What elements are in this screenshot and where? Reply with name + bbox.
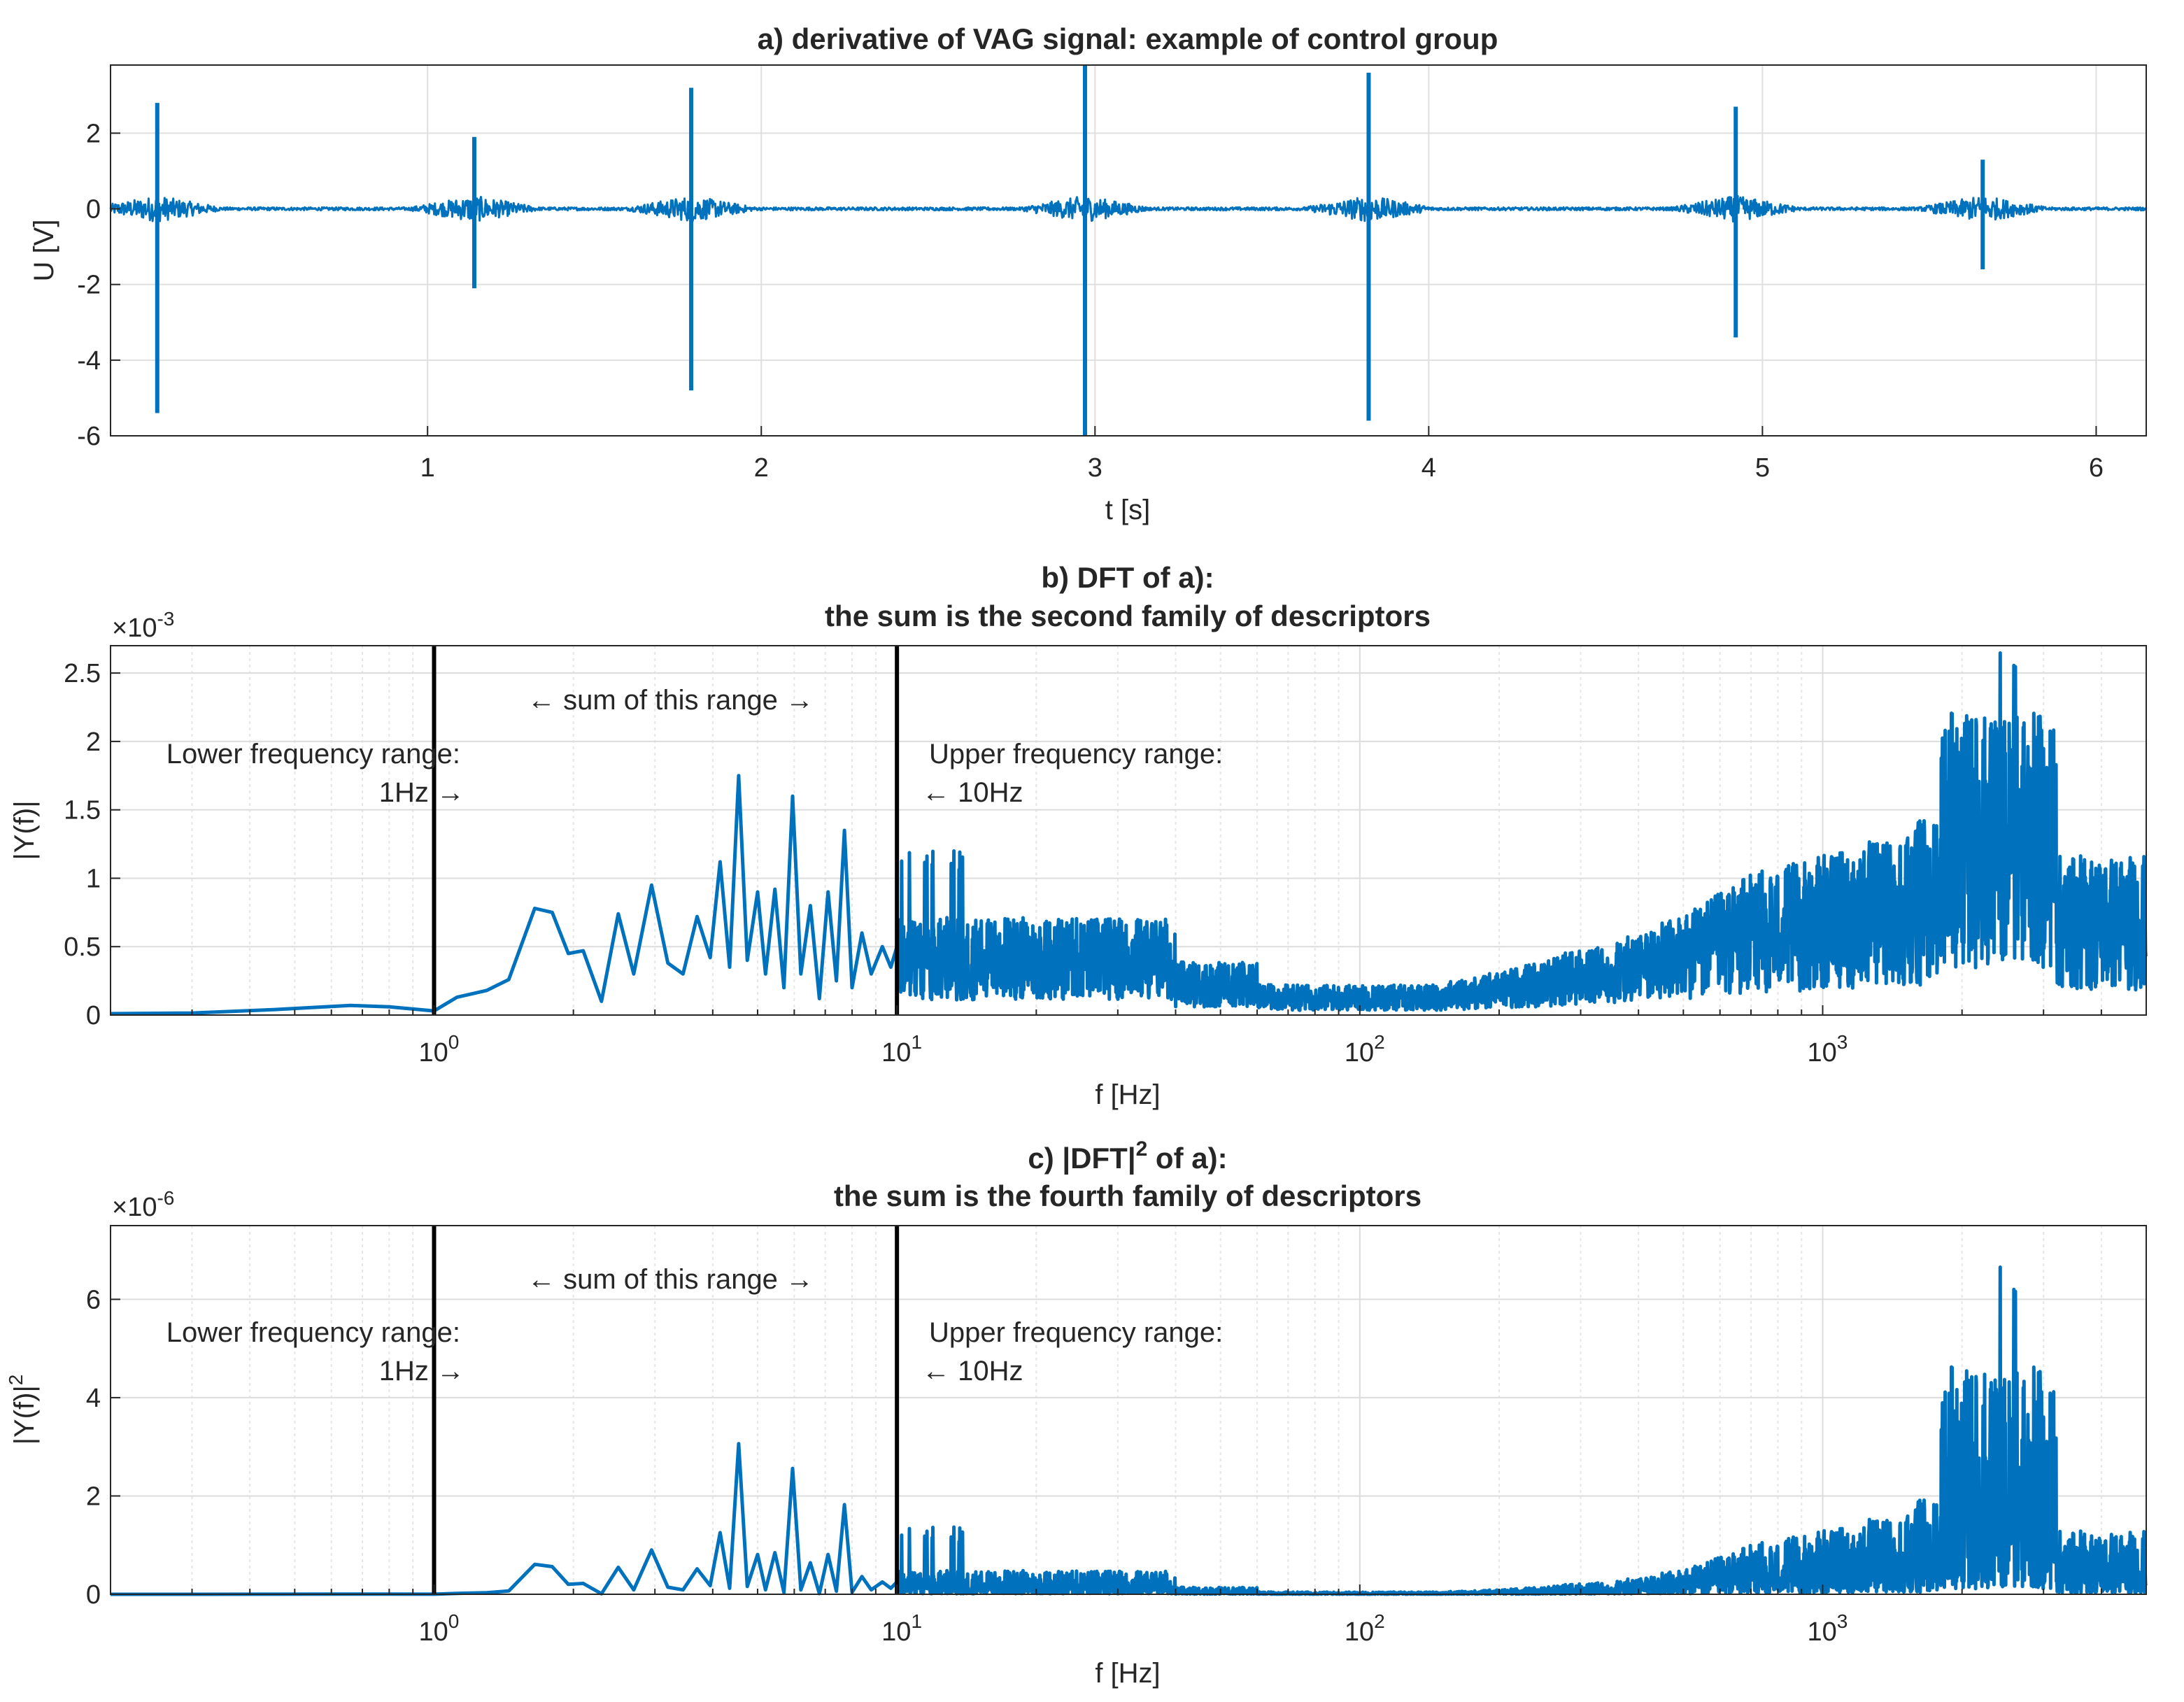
panel-c-x-tick-base: 10 <box>1345 1617 1374 1647</box>
panel-c-title-part-1: c) |DFT| <box>1028 1142 1135 1175</box>
panel-c-range-annotation: ← sum of this range → <box>527 1264 814 1295</box>
panel-c-y-axis-label-base: |Y(f)| <box>9 1385 40 1445</box>
panel-c-y-tick-label: 4 <box>86 1384 101 1413</box>
panel-c-y-axis-label: |Y(f)|2 <box>5 1375 40 1445</box>
panel-c-title-sup: 2 <box>1136 1137 1148 1161</box>
panel-c-x-tick-label: 103 <box>1808 1610 1848 1647</box>
panel-a-frame <box>110 64 2147 437</box>
panel-b-x-tick-base: 10 <box>1345 1038 1374 1068</box>
panel-b-title-line-2: the sum is the second family of descript… <box>825 600 1431 632</box>
panel-c-plot-area <box>111 1226 2146 1594</box>
panel-a-x-tick-label: 4 <box>1421 453 1436 483</box>
panel-b-y-tick-label: 1.5 <box>64 796 101 825</box>
panel-a-title: a) derivative of VAG signal: example of … <box>758 22 1498 55</box>
panel-b-x-tick-base: 10 <box>881 1038 911 1068</box>
panel-b-y-exponent-value: -3 <box>157 608 174 630</box>
panel-b-y-tick-label: 1 <box>86 864 101 893</box>
panel-c-title-part-2: of a): <box>1147 1142 1227 1175</box>
panel-b-x-tick-base: 10 <box>1808 1038 1837 1068</box>
panel-c-x-tick-base: 10 <box>418 1617 448 1647</box>
panel-c-upper-label: Upper frequency range: <box>929 1317 1223 1348</box>
panel-b-y-multiplier: ×10 <box>112 614 157 643</box>
panel-b-x-tick-label: 101 <box>881 1031 922 1068</box>
panel-c-x-tick-base: 10 <box>1808 1617 1837 1647</box>
panel-b-upper-label: Upper frequency range: <box>929 739 1223 770</box>
panel-c-y-axis-label-sup: 2 <box>5 1375 27 1386</box>
panel-c-y-tick-label: 2 <box>86 1482 101 1511</box>
panel-b-lower-value: 1Hz → <box>379 777 465 808</box>
panel-a-y-axis-label: U [V] <box>29 220 59 282</box>
panel-c-y-exponent: ×10-6 <box>112 1187 174 1222</box>
panel-a-x-tick-label: 2 <box>754 453 769 483</box>
panel-c-x-tick-label: 100 <box>418 1610 459 1647</box>
panel-b-x-tick-label: 103 <box>1808 1031 1848 1068</box>
panel-a-y-tick-label: -2 <box>77 271 101 300</box>
panel-c-x-tick-exponent: 3 <box>1837 1610 1848 1632</box>
panel-b-upper-value: ← 10Hz <box>922 777 1023 808</box>
panel-a-y-tick-label: 2 <box>86 119 101 148</box>
panel-b-spectrum-line <box>110 651 2148 1016</box>
panel-c-y-exponent-value: -6 <box>157 1187 174 1209</box>
panel-a-x-tick-label: 5 <box>1755 453 1770 483</box>
panel-b-y-axis-label: |Y(f)| <box>9 800 40 860</box>
panel-c-spectrum-line <box>111 1265 2148 1596</box>
panel-b-x-tick-exponent: 1 <box>911 1031 922 1053</box>
panel-b-frame <box>110 645 2147 1016</box>
panel-a-ticks: 1 2 3 4 5 6 -6 -4 -2 0 2 <box>77 119 2104 483</box>
panel-a-x-axis-label: t [s] <box>1105 495 1150 525</box>
panel-a-y-tick-label: -6 <box>77 422 101 451</box>
panel-b-x-tick-label: 100 <box>418 1031 459 1068</box>
panel-a-plot-area <box>111 65 2146 436</box>
panel-b-x-tick-label: 102 <box>1345 1031 1385 1068</box>
panel-c-lower-label: Lower frequency range: <box>166 1317 460 1348</box>
panel-b-range-annotation: ← sum of this range → <box>527 685 814 716</box>
panel-a-spikes <box>155 65 1985 436</box>
panel-c-y-multiplier: ×10 <box>112 1193 157 1222</box>
panel-c-title-line-2: the sum is the fourth family of descript… <box>834 1179 1421 1212</box>
panel-c-lower-value: 1Hz → <box>379 1356 465 1387</box>
panel-a-y-tick-label: 0 <box>86 195 101 225</box>
panel-c-y-tick-label: 6 <box>86 1285 101 1314</box>
panel-a-x-tick-label: 3 <box>1088 453 1102 483</box>
panel-a-signal-line <box>109 194 2148 223</box>
panel-a-axes: 1 2 3 4 5 6 -6 -4 -2 0 2 t [s] U [V] <box>29 64 2148 525</box>
panel-b-x-axis-label: f [Hz] <box>1095 1079 1160 1110</box>
panel-c-x-tick-label: 102 <box>1345 1610 1385 1647</box>
panel-a-y-tick-label: -4 <box>77 346 101 376</box>
panel-c-y-tick-label: 0 <box>86 1580 101 1610</box>
panel-c-upper-value: ← 10Hz <box>922 1356 1023 1387</box>
panel-c-x-axis-label: f [Hz] <box>1095 1658 1160 1689</box>
panel-a-x-tick-label: 6 <box>2089 453 2104 483</box>
panel-c-title-line-1: c) |DFT|2 of a): <box>1028 1137 1227 1175</box>
panel-c-x-tick-exponent: 2 <box>1374 1610 1385 1632</box>
panel-b-y-tick-label: 0 <box>86 1001 101 1030</box>
panel-b-y-tick-label: 2 <box>86 728 101 757</box>
panel-c-x-tick-label: 101 <box>881 1610 922 1647</box>
panel-c-x-tick-base: 10 <box>881 1617 911 1647</box>
panel-c-x-tick-exponent: 0 <box>448 1610 460 1632</box>
panel-c-frame <box>110 1225 2147 1595</box>
panel-b-x-tick-exponent: 0 <box>448 1031 460 1053</box>
panel-b-x-tick-base: 10 <box>418 1038 448 1068</box>
panel-b-y-tick-label: 2.5 <box>64 659 101 688</box>
panel-b-title-line-1: b) DFT of a): <box>1041 561 1214 594</box>
panel-b-y-tick-label: 0.5 <box>64 932 101 962</box>
panel-a-x-tick-label: 1 <box>420 453 435 483</box>
panel-b-x-tick-exponent: 2 <box>1374 1031 1385 1053</box>
panel-b-x-tick-exponent: 3 <box>1837 1031 1848 1053</box>
panel-c-x-tick-exponent: 1 <box>911 1610 922 1632</box>
panel-b-lower-label: Lower frequency range: <box>166 739 460 770</box>
panel-b-y-exponent: ×10-3 <box>112 608 174 643</box>
